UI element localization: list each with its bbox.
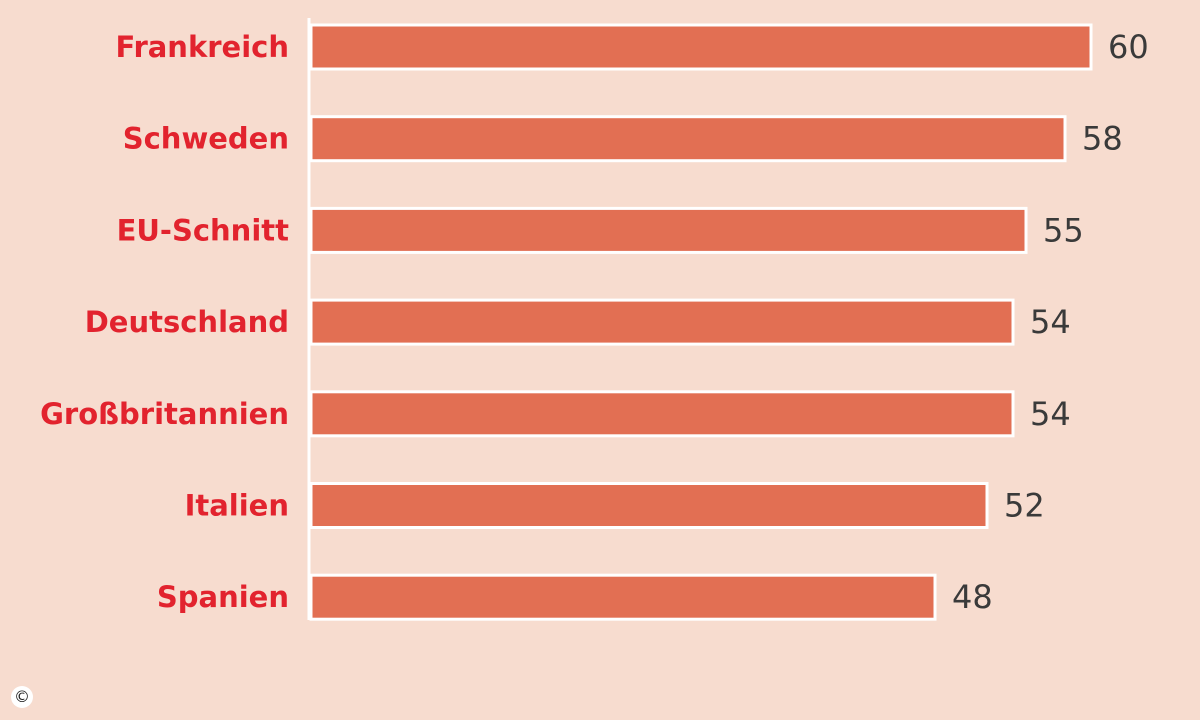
value-label-4: 54: [1030, 395, 1071, 433]
category-label-3: Deutschland: [85, 305, 289, 339]
value-label-0: 60: [1108, 28, 1149, 66]
value-label-5: 52: [1004, 487, 1045, 525]
value-label-6: 48: [952, 578, 993, 616]
bar-2: [309, 206, 1028, 254]
bars-group: Frankreich 60 Schweden 58 EU-Schnitt 55 Deutsc…: [40, 23, 1149, 621]
category-label-6: Spanien: [157, 580, 289, 614]
bar-5: [309, 482, 989, 529]
bar-1: [309, 115, 1067, 163]
value-label-2: 55: [1043, 211, 1084, 249]
value-label-3: 54: [1030, 303, 1071, 341]
value-label-1: 58: [1082, 120, 1123, 158]
copyright-icon: ©: [11, 686, 33, 708]
category-label-5: Italien: [185, 489, 289, 523]
category-label-4: Großbritannien: [40, 397, 289, 431]
bar-6: [309, 573, 937, 621]
bar-4: [309, 390, 1015, 438]
category-label-2: EU-Schnitt: [117, 213, 290, 247]
bar-3: [309, 298, 1015, 346]
category-label-1: Schweden: [123, 122, 289, 156]
bar-0: [309, 23, 1093, 71]
category-label-0: Frankreich: [115, 30, 289, 64]
